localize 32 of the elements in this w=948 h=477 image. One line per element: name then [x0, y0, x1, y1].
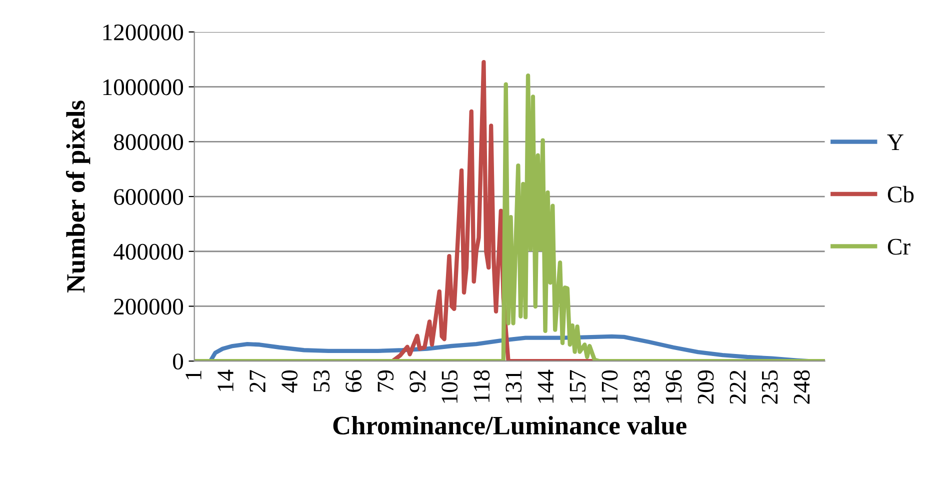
- x-tick-label: 196: [666, 370, 682, 403]
- x-tick-label: 170: [602, 370, 618, 403]
- y-tick-label: 200000: [114, 298, 184, 315]
- x-tick-label: 144: [538, 370, 554, 403]
- x-tick-label: 183: [634, 370, 650, 403]
- x-tick-label: 1: [186, 370, 202, 380]
- x-tick-label: 222: [730, 370, 746, 404]
- y-tick-label: 1000000: [103, 79, 184, 96]
- x-tick-label: 157: [570, 370, 586, 403]
- x-axis-title: Chrominance/Luminance value: [333, 416, 686, 435]
- x-tick-label: 118: [474, 370, 490, 402]
- y-axis-title: Number of pixels: [66, 100, 90, 293]
- y-tick-label: 0: [173, 354, 184, 370]
- y-tick-label: 1200000: [103, 24, 184, 40]
- x-tick-label: 235: [762, 370, 778, 404]
- legend-label: Y: [887, 134, 904, 150]
- x-tick-label: 66: [346, 370, 362, 392]
- x-tick-label: 27: [250, 370, 266, 392]
- y-tick-label: 400000: [114, 244, 184, 260]
- x-tick-label: 131: [506, 370, 522, 403]
- x-tick-label: 105: [442, 370, 458, 403]
- y-tick-label: 600000: [114, 189, 184, 205]
- x-tick-label: 40: [282, 370, 298, 393]
- x-tick-label: 79: [378, 370, 394, 392]
- x-tick-label: 14: [218, 370, 234, 391]
- x-tick-label: 53: [314, 370, 330, 392]
- x-tick-label: 248: [794, 370, 810, 404]
- legend-label: Cb: [888, 186, 914, 203]
- x-tick-label: 92: [410, 370, 426, 392]
- y-tick-label: 800000: [114, 134, 184, 150]
- x-tick-label: 209: [698, 370, 714, 404]
- legend-label: Cr: [888, 238, 910, 255]
